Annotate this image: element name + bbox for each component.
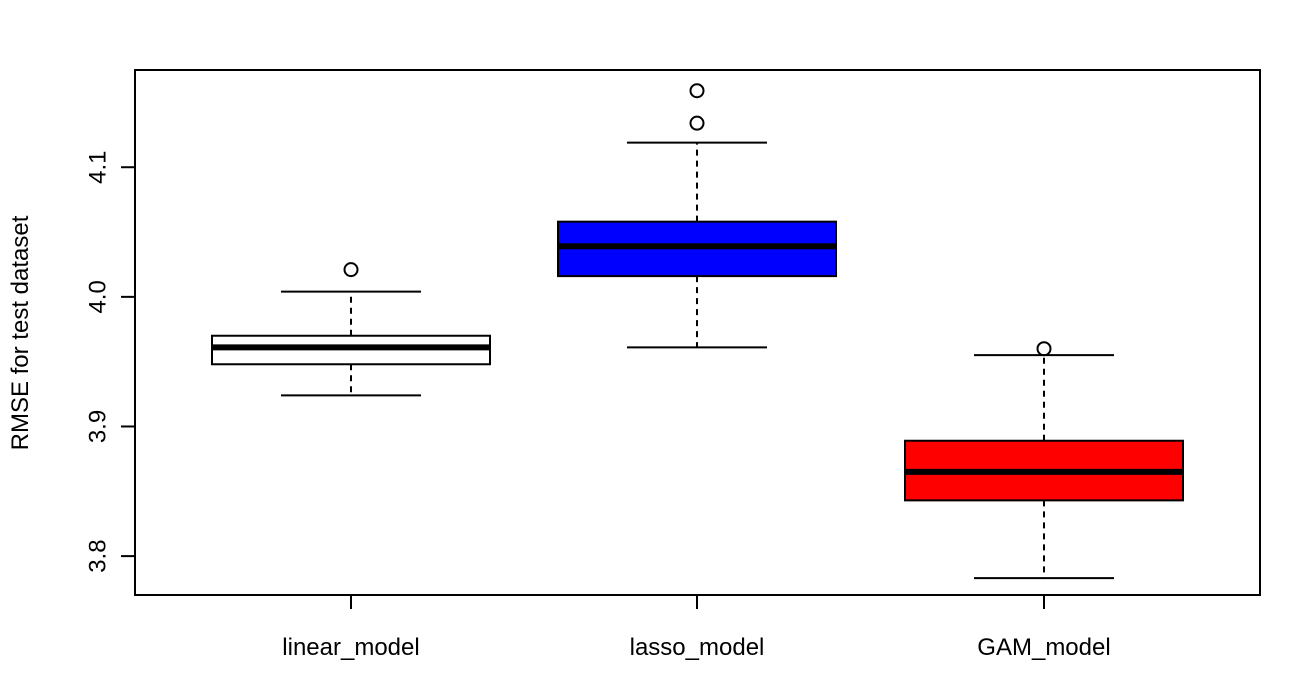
y-axis: 3.8 3.9 4.0 4.1 bbox=[84, 151, 136, 573]
x-tick-label: GAM_model bbox=[977, 634, 1110, 661]
y-tick-label: 3.8 bbox=[84, 539, 111, 572]
y-axis-label: RMSE for test dataset bbox=[7, 215, 34, 450]
boxes bbox=[211, 83, 1184, 580]
x-tick-label: lasso_model bbox=[630, 634, 765, 661]
outlier-point bbox=[343, 262, 359, 278]
y-tick-label: 3.9 bbox=[84, 410, 111, 443]
x-tick-label: linear_model bbox=[282, 634, 419, 661]
outlier-point bbox=[689, 115, 705, 131]
outlier-point bbox=[1036, 341, 1052, 357]
box-linear_model bbox=[211, 262, 491, 397]
box-GAM_model bbox=[904, 341, 1184, 580]
outlier-point bbox=[689, 83, 705, 99]
y-tick-label: 4.1 bbox=[84, 151, 111, 184]
box-lasso_model bbox=[557, 83, 837, 349]
y-tick-label: 4.0 bbox=[84, 280, 111, 313]
x-axis: linear_model lasso_model GAM_model bbox=[282, 594, 1111, 661]
